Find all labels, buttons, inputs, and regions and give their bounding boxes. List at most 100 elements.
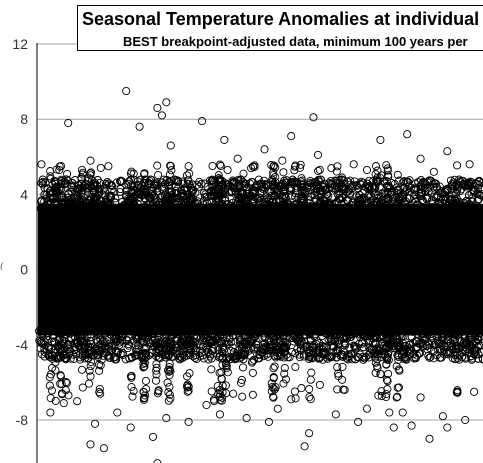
- data-point: [305, 385, 314, 394]
- data-point: [416, 393, 425, 402]
- data-point: [113, 336, 122, 345]
- y-axis-label-fragment: (: [0, 262, 4, 270]
- data-point: [326, 333, 335, 342]
- data-point: [458, 177, 467, 186]
- data-point: [164, 396, 173, 405]
- data-point: [111, 355, 120, 364]
- data-point: [291, 394, 300, 403]
- data-point: [175, 355, 184, 364]
- data-point: [297, 174, 306, 183]
- data-point: [208, 329, 217, 338]
- data-point: [392, 189, 401, 198]
- data-point: [95, 366, 104, 375]
- data-point: [362, 404, 372, 413]
- data-point: [449, 327, 459, 336]
- data-point: [371, 181, 380, 190]
- data-point: [78, 383, 87, 392]
- data-point: [454, 344, 463, 353]
- data-point: [455, 355, 464, 364]
- data-point: [337, 350, 346, 359]
- data-point: [306, 336, 315, 345]
- data-point: [152, 178, 161, 187]
- data-point: [73, 397, 82, 406]
- data-point: [207, 387, 216, 396]
- data-point: [321, 197, 330, 206]
- data-point: [46, 167, 55, 176]
- data-point: [340, 385, 349, 394]
- data-point: [116, 184, 125, 194]
- data-point: [417, 187, 426, 197]
- data-point: [55, 165, 64, 175]
- data-point: [153, 187, 162, 196]
- data-point: [126, 423, 135, 432]
- data-point: [214, 171, 223, 180]
- data-point: [375, 200, 384, 209]
- data-point: [195, 177, 204, 186]
- data-point: [185, 339, 194, 348]
- data-point: [333, 363, 342, 372]
- data-point: [345, 351, 354, 360]
- data-point: [61, 199, 70, 208]
- data-point: [298, 196, 307, 205]
- data-point: [280, 176, 289, 185]
- data-point: [373, 173, 382, 182]
- data-point: [239, 169, 248, 178]
- data-point: [207, 365, 216, 374]
- data-point: [154, 353, 163, 362]
- data-point: [40, 344, 49, 353]
- data-point: [476, 191, 483, 200]
- data-point: [353, 204, 362, 213]
- data-point: [179, 192, 188, 201]
- data-point: [221, 361, 231, 370]
- data-point: [403, 177, 412, 186]
- data-point: [165, 371, 174, 380]
- data-point: [139, 363, 148, 372]
- dense-point-band: [38, 203, 483, 336]
- data-point: [393, 185, 402, 194]
- data-point: [46, 370, 55, 379]
- y-tick-label: 4: [20, 186, 28, 202]
- data-point: [443, 147, 452, 156]
- data-point: [90, 342, 99, 351]
- data-point: [188, 336, 197, 345]
- data-point: [59, 399, 68, 408]
- data-point: [247, 358, 257, 367]
- data-point: [448, 180, 457, 189]
- data-point: [52, 354, 61, 363]
- data-point: [249, 345, 258, 354]
- data-point: [227, 326, 236, 335]
- data-point: [215, 368, 224, 377]
- data-point: [189, 186, 198, 195]
- data-point: [315, 199, 324, 208]
- data-point: [281, 375, 291, 384]
- data-point: [152, 363, 161, 372]
- data-point: [422, 194, 431, 203]
- data-point: [233, 154, 242, 163]
- data-point: [154, 170, 163, 180]
- data-point: [221, 381, 230, 390]
- data-point: [215, 160, 225, 169]
- data-point: [398, 408, 407, 417]
- data-point: [453, 199, 463, 208]
- data-point: [150, 192, 159, 201]
- data-point: [227, 338, 236, 347]
- data-point: [263, 352, 273, 361]
- data-point: [195, 202, 204, 211]
- data-point: [242, 414, 251, 423]
- data-point: [439, 329, 448, 338]
- data-point: [217, 374, 226, 383]
- data-point: [66, 200, 75, 209]
- data-point: [305, 392, 314, 402]
- data-point: [56, 371, 65, 380]
- data-point: [60, 354, 69, 363]
- data-point: [63, 193, 73, 202]
- data-point: [78, 185, 87, 194]
- data-point: [383, 377, 392, 386]
- data-point: [63, 341, 72, 350]
- data-point: [221, 205, 230, 214]
- data-point: [364, 191, 373, 200]
- data-point: [41, 178, 50, 187]
- data-point: [122, 86, 131, 96]
- data-point: [215, 410, 224, 419]
- data-point: [407, 421, 416, 430]
